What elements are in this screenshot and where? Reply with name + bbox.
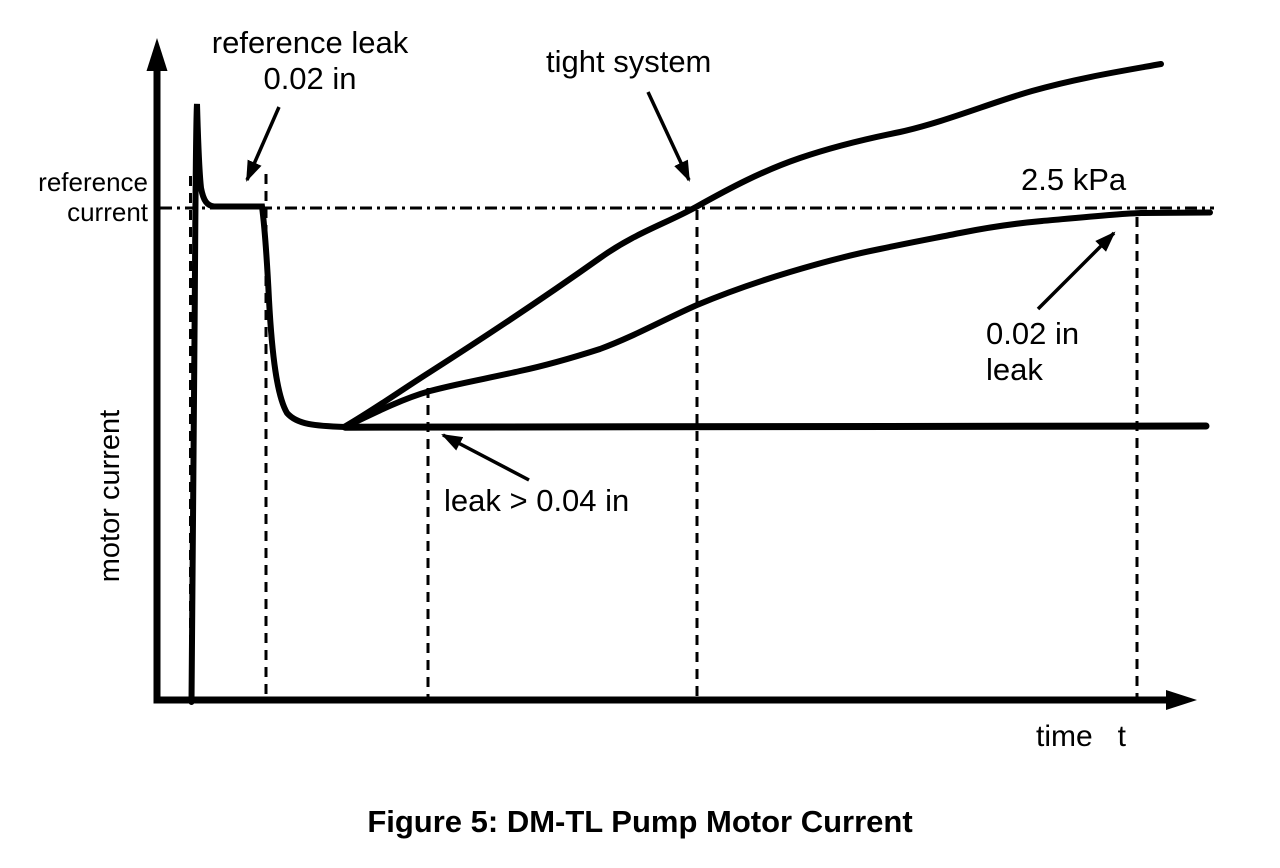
large-leak-arrow-icon [441,433,530,482]
reference-current-line2: current [67,197,148,227]
tight-system-annotation: tight system [546,44,712,79]
figure-caption: Figure 5: DM-TL Pump Motor Current [367,804,913,839]
curve-large-leak [341,422,1210,431]
tight-system-arrow-icon [646,91,691,182]
reference-leak-annotation: reference leak 0.02 in [160,25,460,97]
pressure-annotation: 2.5 kPa [1021,162,1127,197]
reference-leak-line2: 0.02 in [263,61,357,96]
curve-startup-reference [188,103,348,705]
x-axis-label: time t [1036,720,1127,753]
y-axis-arrowhead-icon [146,38,168,71]
curve-small-leak [342,209,1213,430]
curve-tight-system [342,61,1164,430]
small-leak-line1: 0.02 in [986,316,1080,351]
reference-current-line1: reference [38,167,148,197]
small-leak-annotation: 0.02 in leak [986,316,1166,388]
small-leak-arrow-icon [1036,231,1116,311]
small-leak-line2: leak [986,352,1043,387]
y-axis-label: motor current [94,409,126,583]
reference-leak-line1: reference leak [211,25,409,60]
reference-leak-arrow-icon [245,106,281,182]
large-leak-annotation: leak > 0.04 in [444,483,630,518]
reference-current-axis-label: reference current [8,167,148,227]
x-axis-arrowhead-icon [1166,690,1197,710]
